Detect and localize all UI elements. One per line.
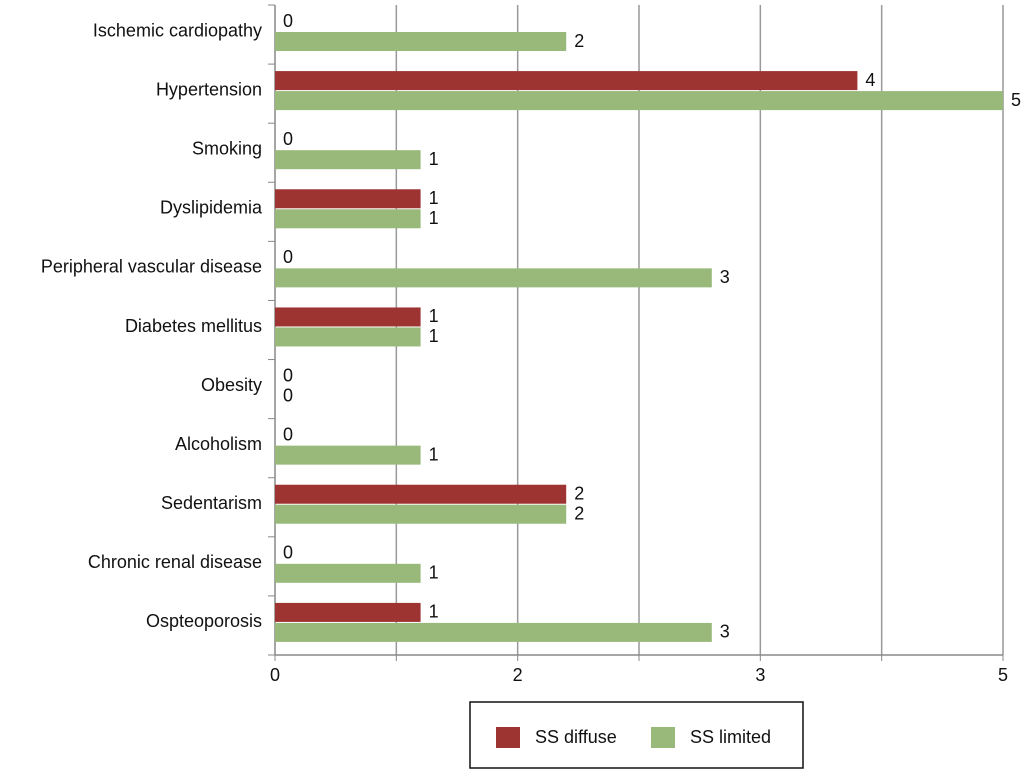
legend-box xyxy=(469,701,804,769)
bar xyxy=(275,504,567,524)
y-tick-label: Sedentarism xyxy=(161,493,262,513)
x-tick-label: 2 xyxy=(513,665,523,685)
legend-swatch xyxy=(651,727,675,748)
bar xyxy=(275,71,858,91)
bar xyxy=(275,484,567,504)
y-tick-label: Smoking xyxy=(192,138,262,158)
legend-label: SS limited xyxy=(690,727,771,747)
data-label: 2 xyxy=(574,31,584,51)
data-label: 2 xyxy=(574,483,584,503)
bar xyxy=(275,307,421,327)
bar xyxy=(275,268,712,288)
y-tick-label: Ospteoporosis xyxy=(146,611,262,631)
data-label: 1 xyxy=(429,149,439,169)
data-label: 0 xyxy=(283,424,293,444)
bar xyxy=(275,91,1003,111)
data-label: 0 xyxy=(283,365,293,385)
y-tick-label: Diabetes mellitus xyxy=(125,316,262,336)
data-label: 5 xyxy=(1011,90,1021,110)
y-tick-label: Hypertension xyxy=(156,79,262,99)
bar xyxy=(275,327,421,347)
x-tick-label: 5 xyxy=(998,665,1008,685)
bar xyxy=(275,622,712,642)
data-label: 0 xyxy=(283,11,293,31)
y-tick-label: Ischemic cardiopathy xyxy=(93,20,262,40)
data-label: 1 xyxy=(429,188,439,208)
y-tick-label: Alcoholism xyxy=(175,434,262,454)
data-label: 4 xyxy=(865,70,875,90)
data-label: 3 xyxy=(720,267,730,287)
x-tick-label: 3 xyxy=(755,665,765,685)
data-label: 0 xyxy=(283,543,293,563)
data-label: 0 xyxy=(283,247,293,267)
y-tick-label: Chronic renal disease xyxy=(88,552,262,572)
data-label: 1 xyxy=(429,208,439,228)
bar xyxy=(275,602,421,622)
y-tick-label: Dyslipidemia xyxy=(160,198,263,218)
legend-swatch xyxy=(496,727,520,748)
bar xyxy=(275,150,421,170)
legend-label: SS diffuse xyxy=(535,727,617,747)
bar xyxy=(275,32,567,51)
y-tick-label: Peripheral vascular disease xyxy=(41,257,262,277)
data-label: 1 xyxy=(429,563,439,583)
x-tick-label: 0 xyxy=(270,665,280,685)
data-label: 1 xyxy=(429,306,439,326)
bar xyxy=(275,445,421,465)
bar xyxy=(275,563,421,583)
data-label: 1 xyxy=(429,602,439,622)
data-label: 0 xyxy=(283,129,293,149)
y-tick-label: Obesity xyxy=(201,375,262,395)
bar xyxy=(275,209,421,229)
bar xyxy=(275,189,421,209)
data-label: 3 xyxy=(720,622,730,642)
data-label: 0 xyxy=(283,385,293,405)
data-label: 1 xyxy=(429,444,439,464)
data-label: 2 xyxy=(574,503,584,523)
data-label: 1 xyxy=(429,326,439,346)
